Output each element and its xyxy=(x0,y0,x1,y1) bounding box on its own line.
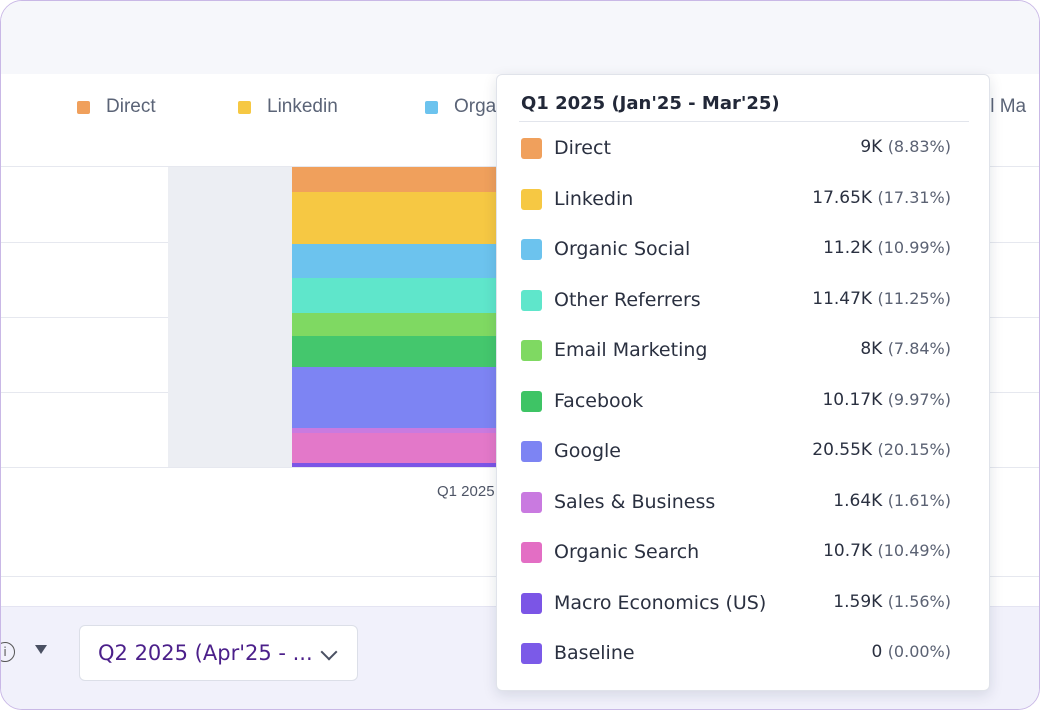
tooltip-row-percent: (8.83%) xyxy=(887,137,951,156)
tooltip-row-value: 20.55K (20.15%) xyxy=(812,440,951,460)
bar-segment-email-marketing[interactable] xyxy=(292,313,498,336)
tooltip-row-value: 1.59K (1.56%) xyxy=(833,592,951,612)
tooltip-row-swatch xyxy=(521,441,542,462)
tooltip-row-percent: (1.61%) xyxy=(887,490,951,510)
tooltip-row-label: Facebook xyxy=(554,389,644,412)
tooltip-row-label: Email Marketing xyxy=(554,339,708,361)
tooltip-row-swatch xyxy=(521,239,542,260)
tooltip-row-value: 11.47K (11.25%) xyxy=(812,289,951,309)
tooltip-row-swatch xyxy=(521,138,542,159)
tooltip-row-label: Organic Social xyxy=(554,238,691,260)
tooltip-row-value: 10.17K (9.97%) xyxy=(822,390,951,410)
card-header-bar xyxy=(1,1,1039,75)
tooltip-row-label: Sales & Business xyxy=(554,490,716,513)
tooltip-row-amount: 11.2K xyxy=(823,238,873,258)
tooltip-row: Email Marketing 8K (7.84%) xyxy=(521,337,965,367)
tooltip-row-percent: (1.56%) xyxy=(887,591,951,611)
tooltip-row-swatch xyxy=(521,188,542,210)
bar-segment-direct[interactable] xyxy=(292,167,498,192)
tooltip-row-label: Organic Search xyxy=(554,541,700,563)
legend-swatch-organic-social xyxy=(425,100,438,114)
tooltip-row-amount: 20.55K xyxy=(812,440,873,460)
tooltip-row-label: Linkedin xyxy=(554,187,634,210)
tooltip-row-value: 0 (0.00%) xyxy=(871,642,951,662)
tooltip-row: Other Referrers 11.47K (11.25%) xyxy=(521,287,965,317)
tooltip-row-percent: (10.99%) xyxy=(877,238,952,257)
tooltip-row-amount: 11.47K xyxy=(812,288,873,309)
legend-label-direct: Direct xyxy=(106,96,156,117)
tooltip-row-amount: 17.65K xyxy=(812,187,873,208)
tooltip-row: Linkedin 17.65K (17.31%) xyxy=(521,186,965,216)
legend-item-linkedin[interactable]: Linkedin xyxy=(238,96,338,118)
tooltip-row-amount: 8K xyxy=(860,339,883,359)
tooltip-row: Organic Search 10.7K (10.49%) xyxy=(521,539,965,569)
tooltip-row: Sales & Business 1.64K (1.61%) xyxy=(521,489,965,519)
bar-segment-organic-search[interactable] xyxy=(292,433,498,463)
tooltip-row-swatch xyxy=(521,592,542,614)
bar-segment-macro-economics[interactable] xyxy=(292,463,498,467)
bar-segment-organic-social[interactable] xyxy=(292,244,498,278)
bar-segment-sales-business[interactable] xyxy=(292,428,498,433)
tooltip-row-value: 10.7K (10.49%) xyxy=(823,541,951,561)
tooltip-row-swatch xyxy=(521,289,542,311)
tooltip-row-label: Baseline xyxy=(554,642,635,664)
tooltip-row-label: Direct xyxy=(554,137,611,159)
tooltip-row-value: 8K (7.84%) xyxy=(860,339,951,359)
tooltip-row: Macro Economics (US) 1.59K (1.56%) xyxy=(521,590,965,620)
tooltip-row-value: 1.64K (1.61%) xyxy=(833,491,951,511)
bar-segment-linkedin[interactable] xyxy=(292,192,498,244)
tooltip-row-amount: 10.17K xyxy=(822,389,883,410)
x-tick-label: Q1 2025 xyxy=(437,483,495,500)
caret-down-icon[interactable] xyxy=(35,645,47,654)
tooltip-row-amount: 9K xyxy=(860,137,883,157)
chevron-down-icon xyxy=(320,643,338,661)
tooltip-title: Q1 2025 (Jan'25 - Mar'25) xyxy=(521,93,780,114)
tooltip-row: Google 20.55K (20.15%) xyxy=(521,438,965,468)
tooltip-row-swatch xyxy=(521,542,542,563)
legend-item-email-marketing[interactable]: il Ma xyxy=(986,96,1026,118)
tooltip-row-percent: (7.84%) xyxy=(887,339,951,358)
tooltip-row-label: Macro Economics (US) xyxy=(554,591,767,614)
legend-label-linkedin: Linkedin xyxy=(267,96,338,117)
tooltip-row-percent: (10.49%) xyxy=(877,541,952,560)
tooltip-row-amount: 0 xyxy=(871,642,883,662)
tooltip-row-label: Google xyxy=(554,440,622,462)
tooltip-row-amount: 1.64K xyxy=(833,490,883,511)
tooltip-row-value: 9K (8.83%) xyxy=(860,137,951,157)
tooltip-row: Organic Social 11.2K (10.99%) xyxy=(521,236,965,266)
legend-swatch-linkedin xyxy=(238,100,251,114)
legend-swatch-direct xyxy=(77,100,90,114)
tooltip-row-percent: (20.15%) xyxy=(877,440,952,459)
tooltip-row: Baseline 0 (0.00%) xyxy=(521,640,965,670)
bar-segment-google[interactable] xyxy=(292,367,498,428)
period-select-value: Q2 2025 (Apr'25 - ... xyxy=(98,641,313,665)
period-select[interactable]: Q2 2025 (Apr'25 - ... xyxy=(79,625,358,681)
legend-label-email-marketing: il Ma xyxy=(986,96,1027,117)
legend-item-organic-social[interactable]: Orga xyxy=(425,96,496,118)
tooltip-row-label: Other Referrers xyxy=(554,288,701,311)
series-tooltip: Q1 2025 (Jan'25 - Mar'25) Direct 9K (8.83… xyxy=(496,74,990,691)
tooltip-row-swatch xyxy=(521,491,542,513)
tooltip-row-swatch xyxy=(521,390,542,412)
tooltip-row-swatch xyxy=(521,643,542,664)
tooltip-row-percent: (9.97%) xyxy=(887,389,951,409)
tooltip-row: Facebook 10.17K (9.97%) xyxy=(521,388,965,418)
bar-segment-other-referrers[interactable] xyxy=(292,278,498,313)
tooltip-row: Direct 9K (8.83%) xyxy=(521,135,965,165)
tooltip-row-percent: (0.00%) xyxy=(887,642,951,661)
tooltip-divider xyxy=(519,121,969,122)
tooltip-row-swatch xyxy=(521,340,542,361)
tooltip-row-amount: 10.7K xyxy=(823,541,873,561)
tooltip-row-percent: (11.25%) xyxy=(877,288,952,308)
tooltip-row-value: 11.2K (10.99%) xyxy=(823,238,951,258)
info-icon[interactable]: i xyxy=(1,642,15,662)
bar-segment-facebook[interactable] xyxy=(292,336,498,367)
legend-label-organic-social: Orga xyxy=(454,96,497,117)
tooltip-row-value: 17.65K (17.31%) xyxy=(812,188,951,208)
tooltip-row-percent: (17.31%) xyxy=(877,187,952,207)
tooltip-row-amount: 1.59K xyxy=(833,591,883,612)
legend-item-direct[interactable]: Direct xyxy=(77,96,156,118)
